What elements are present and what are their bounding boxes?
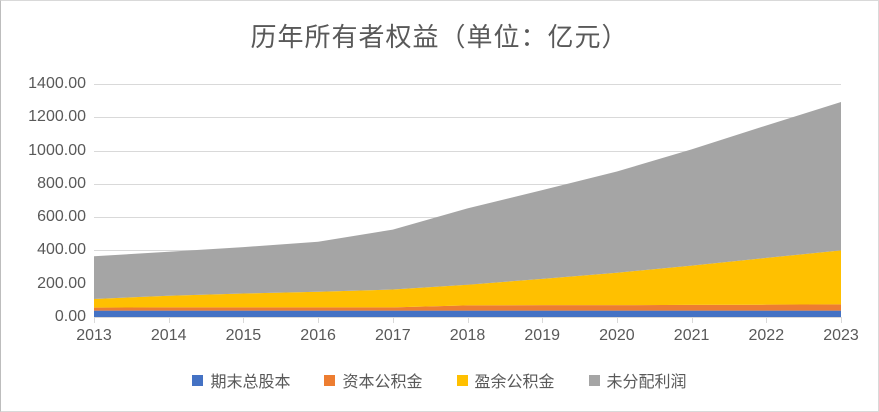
legend-swatch-icon	[324, 374, 336, 386]
legend-label: 盈余公积金	[474, 374, 555, 391]
y-tick-label: 400.00	[37, 241, 86, 259]
y-tick-label: 1000.00	[28, 141, 86, 159]
y-tick-label: 600.00	[37, 208, 86, 226]
x-tick-label: 2023	[823, 327, 859, 344]
chart-title: 历年所有者权益（单位：亿元）	[250, 22, 629, 52]
x-tick-label: 2013	[76, 327, 112, 344]
legend-label: 未分配利润	[606, 374, 687, 391]
y-tick-label: 1400.00	[28, 75, 86, 92]
chart-legend: 期末总股本 资本公积金 盈余公积金 未分配利润	[1, 368, 878, 392]
legend-swatch-icon	[192, 374, 204, 386]
area-series-2	[94, 250, 841, 308]
area-series-1	[94, 304, 841, 311]
x-tick-label: 2019	[524, 327, 560, 344]
area-series-3	[94, 101, 841, 300]
x-tick-label: 2014	[150, 327, 187, 344]
legend-swatch-icon	[588, 374, 600, 386]
x-tick-label: 2018	[449, 327, 486, 344]
legend-label: 期末总股本	[210, 374, 291, 391]
x-tick-label: 2020	[599, 327, 635, 344]
legend-swatch-icon	[456, 374, 468, 386]
legend-item-2: 盈余公积金	[456, 368, 555, 392]
legend-label: 资本公积金	[342, 374, 423, 391]
y-tick-label: 800.00	[37, 174, 86, 192]
y-tick-label: 200.00	[37, 274, 86, 292]
legend-item-0: 期末总股本	[192, 368, 290, 392]
y-tick-label: 1200.00	[28, 108, 86, 126]
x-tick-label: 2015	[225, 327, 262, 344]
x-tick-label: 2021	[673, 327, 710, 344]
x-tick-label: 2017	[375, 327, 411, 344]
x-tick-label: 2022	[748, 327, 785, 344]
y-tick-label: 0.00	[54, 308, 86, 325]
legend-item-1: 资本公积金	[324, 368, 423, 392]
stacked-area-plot	[94, 84, 842, 323]
legend-item-3: 未分配利润	[588, 368, 687, 392]
x-tick-label: 2016	[300, 327, 336, 344]
area-series-0	[94, 310, 841, 317]
